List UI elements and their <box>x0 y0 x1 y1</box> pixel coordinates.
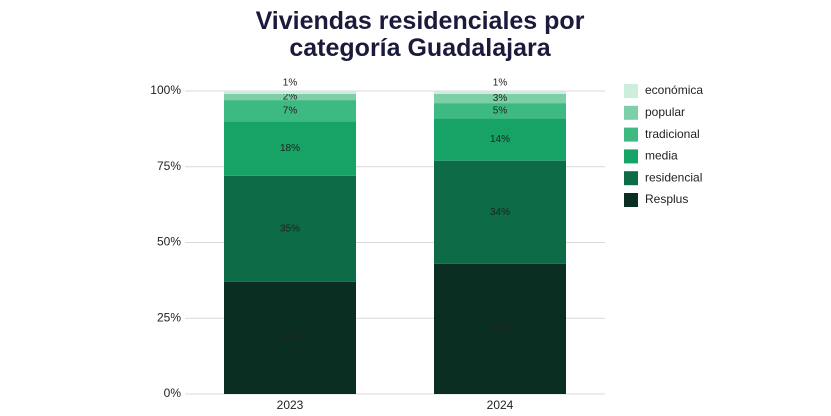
bar-segment <box>224 100 356 122</box>
bar-segment <box>434 160 566 264</box>
bar-segment <box>224 94 356 101</box>
value-label: 1% <box>283 78 298 89</box>
value-label: 18% <box>280 143 300 154</box>
y-tick-label: 75% <box>157 159 181 173</box>
bar-segment <box>224 91 356 95</box>
bar-segment <box>434 118 566 161</box>
value-label: 1% <box>493 78 508 89</box>
legend-swatch <box>624 193 638 207</box>
legend-swatch <box>624 105 638 120</box>
legend-swatch <box>624 171 638 186</box>
y-tick-label: 0% <box>164 386 182 400</box>
legend-label: económica <box>645 83 703 97</box>
value-label: 35% <box>280 224 300 235</box>
value-label: 3% <box>493 93 508 104</box>
value-label: 14% <box>490 134 510 145</box>
bar-segment <box>434 103 566 119</box>
x-tick-label: 2023 <box>277 398 304 412</box>
legend-label: popular <box>645 105 685 119</box>
legend-swatch <box>624 84 638 98</box>
value-label: 2% <box>283 92 298 103</box>
chart-title: Viviendas residenciales por categoría Gu… <box>255 7 585 62</box>
bar-segment <box>434 91 566 95</box>
bar-segment <box>224 281 356 394</box>
legend-label: Resplus <box>645 192 688 206</box>
value-label: 34% <box>490 207 510 218</box>
legend-label: media <box>645 149 678 163</box>
x-tick-label: 2024 <box>487 398 514 412</box>
legend-swatch <box>624 127 638 142</box>
legend-label: residencial <box>645 170 702 184</box>
y-tick-label: 50% <box>157 235 181 249</box>
bar-segment <box>434 94 566 104</box>
bar-segment <box>224 121 356 176</box>
bar-segment <box>224 175 356 282</box>
y-tick-label: 25% <box>157 310 181 324</box>
value-label: 43% <box>490 323 510 334</box>
value-label: 37% <box>280 333 300 344</box>
value-label: 7% <box>283 105 298 116</box>
value-label: 5% <box>493 105 508 116</box>
y-tick-label: 100% <box>150 83 181 97</box>
bar-segment <box>434 263 566 394</box>
legend-swatch <box>624 149 638 164</box>
legend-label: tradicional <box>645 127 700 141</box>
